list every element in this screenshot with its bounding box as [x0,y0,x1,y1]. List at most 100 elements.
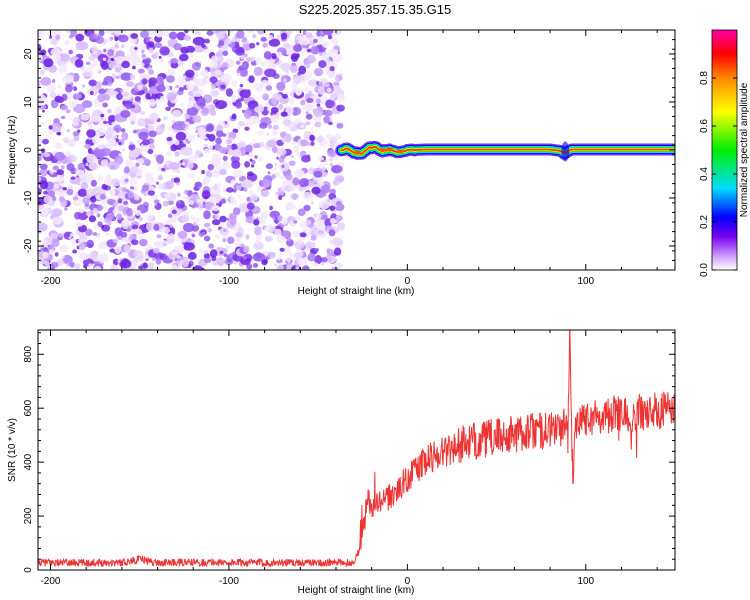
noise-blob [249,158,253,162]
noise-blob [147,243,152,250]
noise-blob [329,66,335,72]
noise-blob [111,121,117,127]
noise-blob [155,75,164,85]
noise-blob [138,236,143,240]
noise-blob [328,121,333,126]
noise-blob [72,249,77,254]
noise-blob [44,260,50,266]
noise-blob [181,162,185,166]
noise-blob [205,133,211,138]
noise-blob [148,77,158,86]
noise-blob [40,239,48,247]
noise-blob [210,61,218,69]
noise-blob [147,262,155,270]
noise-blob [187,134,196,143]
noise-blob [281,217,288,225]
noise-blob [166,75,175,83]
noise-blob [120,72,133,81]
noise-blob [171,264,178,270]
noise-blob [175,85,180,88]
noise-blob [208,195,217,203]
noise-blob [325,133,333,140]
noise-blob [313,67,324,77]
noise-blob [246,57,252,62]
noise-blob [210,55,219,63]
noise-blob [141,78,148,85]
noise-blob [331,37,339,45]
noise-blob [198,60,202,64]
noise-blob [192,77,199,84]
spectrogram-y-tick-label: 10 [23,96,34,108]
noise-blob [76,221,84,227]
noise-blob [169,224,173,229]
noise-blob [97,144,104,150]
colorbar-tick-label: 0.0 [699,263,710,277]
noise-blob [56,96,65,104]
noise-blob [39,121,46,126]
noise-blob [246,197,251,202]
noise-blob [70,30,77,37]
noise-blob [293,220,298,224]
noise-blob [186,103,193,109]
signal-ridge [335,140,675,162]
snr-x-tick-label: 0 [405,576,411,587]
noise-blob [166,136,173,142]
noise-blob [153,223,160,232]
noise-blob [61,165,65,170]
noise-blob [43,190,48,195]
noise-blob [79,208,85,214]
noise-blob [331,164,343,174]
noise-blob [141,184,149,192]
noise-blob [229,136,233,141]
noise-blob [184,30,189,34]
noise-blob [276,257,281,261]
noise-blob [306,97,314,103]
noise-blob [203,222,211,228]
noise-blob [220,198,227,204]
noise-blob [121,219,130,227]
ridge-hotspot [353,150,361,155]
noise-blob [153,252,165,260]
noise-blob [304,63,311,69]
noise-blob [179,53,189,62]
noise-blob [148,120,155,125]
noise-blob [38,153,45,158]
noise-blob [313,38,318,44]
noise-blob [266,132,270,136]
noise-blob [156,181,159,185]
noise-blob [236,142,241,146]
noise-blob [270,64,275,68]
noise-blob [245,144,253,153]
noise-blob [88,79,97,87]
noise-blob [269,205,273,211]
noise-blob [193,71,200,78]
snr-panel: -200 -100 0 100 0 200 400 600 800 Height of str… [7,329,676,596]
noise-blob [93,265,102,270]
noise-blob [165,219,173,226]
noise-blob [134,209,142,216]
noise-blob [84,143,91,149]
noise-blob [211,204,220,212]
snr-frame [37,329,676,571]
noise-blob [167,213,173,219]
noise-blob [231,149,242,158]
noise-blob [285,72,289,76]
noise-blob [165,84,170,89]
noise-blob [239,89,251,99]
noise-blob [101,205,108,210]
snr-y-ticks: 0 200 400 600 800 [23,332,675,573]
spectrogram-y-tick-label: -20 [23,238,34,253]
noise-blob [225,88,233,97]
noise-blob [152,247,160,254]
noise-blob [51,79,56,83]
noise-blob [310,235,317,241]
noise-blob [54,151,65,161]
noise-blob [75,46,80,51]
noise-blob [203,148,211,154]
noise-blob [205,123,215,133]
noise-blob [137,84,143,90]
noise-blob [93,148,107,158]
noise-blob [310,229,317,237]
